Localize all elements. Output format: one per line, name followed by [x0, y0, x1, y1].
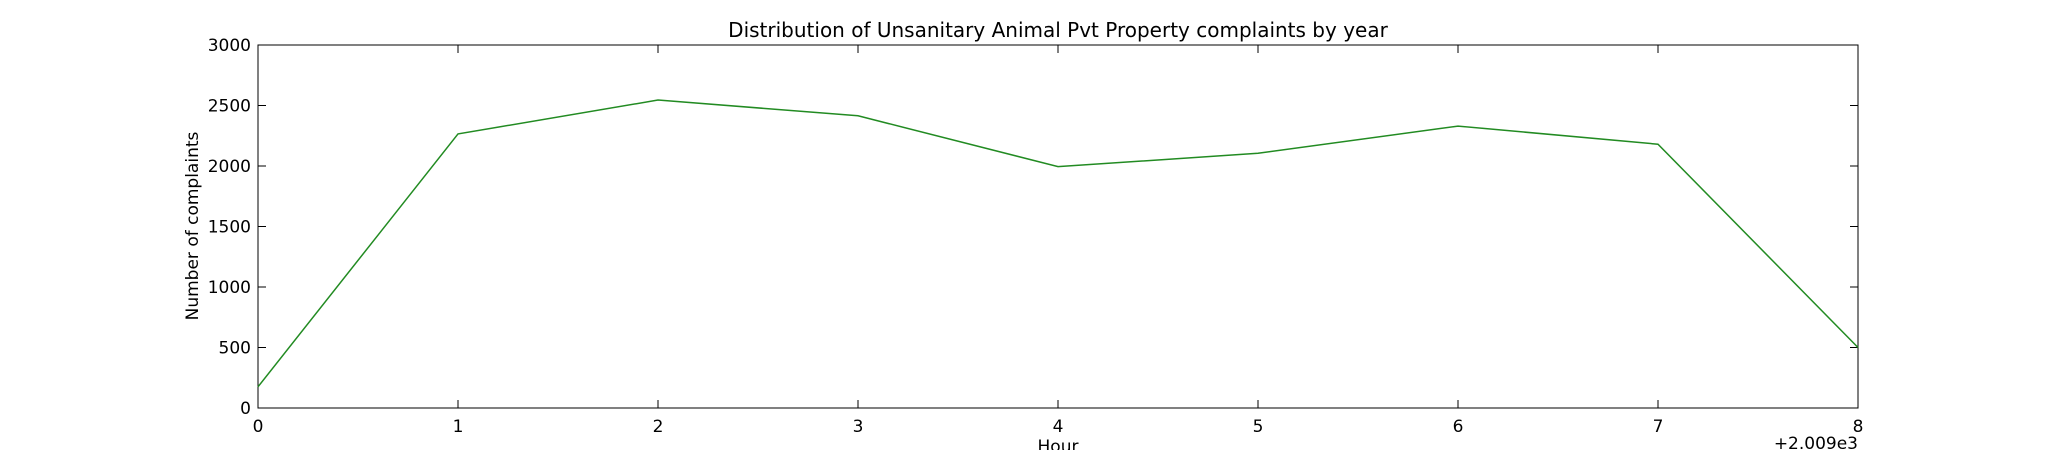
axis-ticks: [257, 44, 1859, 409]
plot-area: [257, 44, 1859, 409]
y-tick-labels: 0 500 1000 1500 2000 2500 3000: [208, 36, 251, 419]
x-axis-title: Hour: [1038, 437, 1079, 450]
x-tick-label: 2: [653, 417, 664, 437]
x-tick-label: 5: [1253, 417, 1264, 437]
x-tick-label: 8: [1853, 417, 1864, 437]
y-tick-label: 1500: [208, 218, 251, 238]
y-tick-label: 2000: [208, 157, 251, 177]
y-tick-label: 500: [219, 339, 251, 359]
x-tick-label: 0: [253, 417, 264, 437]
y-axis-title: Number of complaints: [183, 131, 203, 320]
y-tick-label: 3000: [208, 36, 251, 56]
y-tick-label: 0: [240, 399, 251, 419]
x-tick-label: 3: [853, 417, 864, 437]
x-tick-label: 6: [1453, 417, 1464, 437]
chart-title: Distribution of Unsanitary Animal Pvt Pr…: [728, 18, 1388, 42]
x-tick-label: 7: [1653, 417, 1664, 437]
x-tick-labels: 0 1 2 3 4 5 6 7 8: [253, 417, 1864, 437]
x-axis-offset-label: +2.009e3: [1774, 434, 1858, 450]
x-tick-label: 1: [453, 417, 464, 437]
y-tick-label: 1000: [208, 278, 251, 298]
series-line: [257, 99, 1859, 388]
plot-frame: [257, 44, 1859, 409]
x-tick-label: 4: [1053, 417, 1064, 437]
y-tick-label: 2500: [208, 97, 251, 117]
series-layer: [257, 99, 1859, 388]
